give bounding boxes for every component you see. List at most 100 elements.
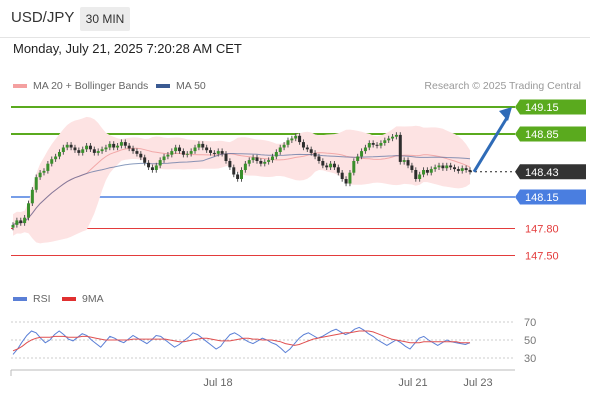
candle-body	[240, 170, 243, 179]
rsi-swatch	[13, 297, 27, 301]
candle-body	[464, 168, 468, 170]
candle-body	[135, 151, 139, 154]
candle-body	[154, 165, 158, 170]
candle-body	[19, 220, 23, 224]
candle-body	[197, 143, 201, 148]
candle-body	[150, 167, 154, 170]
candle-body	[259, 161, 263, 164]
candle-body	[379, 143, 383, 146]
rsi-legend-label: RSI	[33, 293, 51, 305]
candle-body	[414, 170, 418, 179]
candle-body	[305, 147, 309, 150]
candle-body	[336, 167, 340, 173]
candle-body	[189, 151, 193, 154]
candle-body	[468, 170, 472, 172]
candle-body	[340, 172, 344, 179]
candle-body	[251, 157, 255, 161]
level-label-147.50: 147.50	[525, 251, 559, 263]
candle-body	[329, 163, 333, 168]
candle-body	[23, 217, 27, 224]
candle-body	[286, 140, 290, 145]
candle-body	[375, 144, 379, 146]
candle-body	[441, 165, 445, 169]
candle-body	[263, 161, 267, 164]
candle-body	[61, 147, 65, 152]
candle-body	[57, 152, 61, 157]
level-label-148.43: 148.43	[525, 167, 559, 179]
research-credit: Research © 2025 Trading Central	[424, 80, 581, 92]
candle-body	[425, 170, 429, 173]
level-label-149.15: 149.15	[525, 102, 559, 114]
level-label-148.15: 148.15	[525, 192, 559, 204]
candle-body	[418, 174, 422, 179]
candle-body	[317, 156, 321, 161]
candle-body	[205, 147, 209, 151]
x-tick-label: Jul 23	[463, 377, 492, 389]
candle-body	[274, 152, 278, 157]
rsi-tick-30: 30	[524, 353, 536, 365]
candle-body	[363, 147, 367, 152]
candle-body	[65, 144, 69, 148]
candle-body	[162, 156, 166, 161]
bollinger-swatch	[13, 84, 27, 88]
candle-body	[201, 143, 205, 148]
candle-body	[131, 148, 135, 152]
candle-body	[344, 179, 348, 184]
candle-body	[30, 189, 34, 204]
candle-body	[445, 165, 449, 169]
candle-body	[247, 160, 251, 164]
candle-body	[402, 160, 406, 162]
candle-body	[127, 145, 131, 149]
candle-body	[309, 149, 313, 153]
candle-body	[294, 135, 298, 139]
candle-body	[54, 156, 58, 160]
candle-body	[158, 160, 162, 166]
candle-body	[267, 160, 271, 162]
candle-body	[456, 169, 460, 171]
candle-body	[394, 134, 398, 137]
candle-body	[282, 144, 286, 148]
candle-body	[406, 160, 410, 166]
symbol-label: USD/JPY	[11, 9, 75, 26]
forecast-arrow-head	[499, 107, 512, 121]
candle-body	[88, 145, 92, 150]
candle-body	[178, 147, 182, 152]
candle-body	[236, 174, 240, 179]
level-tag-148.43	[515, 164, 586, 180]
forecast-arrow-shaft	[472, 115, 510, 173]
candle-body	[383, 140, 387, 143]
candle-body	[112, 143, 116, 148]
bollinger-legend-label: MA 20 + Bollinger Bands	[33, 80, 149, 92]
candle-body	[96, 151, 100, 153]
candle-body	[321, 161, 325, 166]
candle-body	[185, 153, 189, 155]
candle-body	[228, 161, 232, 168]
candle-body	[437, 165, 441, 168]
candle-body	[147, 162, 151, 168]
timeframe-button[interactable]: 30 MIN	[80, 7, 130, 31]
candles	[11, 132, 472, 231]
candle-body	[92, 149, 96, 153]
legend-ma50: MA 50	[156, 80, 206, 92]
level-label-148.85: 148.85	[525, 129, 559, 141]
level-label-147.80: 147.80	[525, 224, 559, 236]
candle-body	[270, 156, 274, 161]
candle-body	[116, 145, 120, 148]
candle-body	[352, 161, 356, 173]
x-tick-label: Jul 21	[398, 377, 427, 389]
candle-body	[181, 151, 185, 155]
ma50-line	[12, 153, 471, 226]
candle-body	[255, 157, 259, 161]
candle-body	[367, 143, 371, 148]
level-tag-149.15	[515, 99, 586, 115]
candle-body	[69, 144, 73, 148]
candle-body	[42, 170, 46, 173]
candle-body	[298, 135, 302, 143]
candle-body	[348, 172, 352, 184]
candle-body	[139, 153, 143, 158]
candle-body	[290, 138, 294, 141]
legend-bollinger: MA 20 + Bollinger Bands	[13, 80, 148, 92]
candle-body	[77, 150, 81, 153]
legend-rsi: RSI	[13, 293, 51, 305]
